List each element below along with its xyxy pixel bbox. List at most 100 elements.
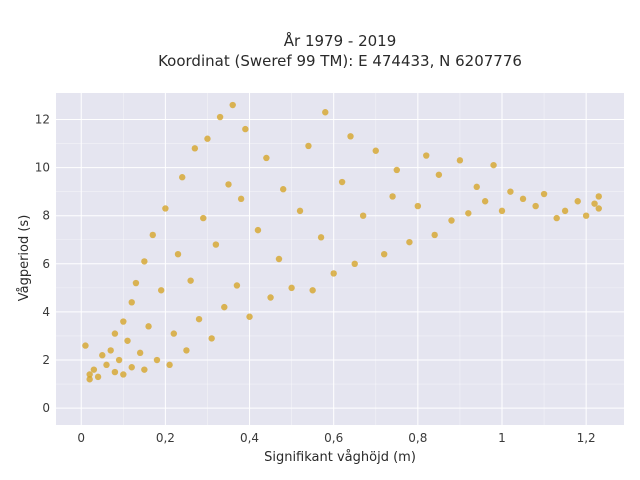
scatter-point [225, 181, 232, 188]
scatter-point [389, 193, 396, 200]
scatter-point [540, 190, 548, 198]
scatter-point [132, 279, 140, 287]
scatter-point [229, 101, 236, 109]
scatter-point [136, 349, 144, 357]
scatter-point [465, 210, 472, 217]
scatter-point [414, 202, 422, 210]
scatter-point [94, 373, 102, 381]
y-tick-label: 6 [42, 257, 50, 271]
scatter-point [347, 133, 354, 140]
scatter-point [372, 147, 379, 154]
y-tick-label: 8 [42, 209, 50, 223]
scatter-point [582, 212, 590, 219]
scatter-point [111, 330, 119, 337]
scatter-point [204, 135, 211, 142]
scatter-point [237, 195, 245, 203]
y-tick-label: 2 [42, 353, 50, 367]
scatter-point [338, 178, 346, 186]
x-axis-ticks: 0 0,2 0,4 0,6 0,8 1 1,2 [77, 431, 595, 445]
y-axis-title: Vågperiod (s) [17, 215, 32, 302]
plot-area [56, 93, 624, 425]
scatter-point [296, 207, 304, 215]
scatter-point [246, 313, 253, 320]
grid [56, 93, 624, 425]
x-tick-label: 1,2 [577, 431, 596, 445]
x-axis-title: Signifikant våghöjd (m) [264, 450, 416, 465]
scatter-point [532, 202, 539, 210]
scatter-point [82, 342, 89, 349]
scatter-point [187, 277, 194, 284]
scatter-point [120, 371, 127, 378]
scatter-point [595, 205, 602, 212]
scatter-point [322, 109, 329, 116]
y-tick-label: 0 [42, 401, 50, 415]
y-axis-ticks: 0 2 4 6 8 10 12 [35, 112, 50, 415]
scatter-point [115, 356, 123, 364]
scatter-point [242, 125, 249, 133]
scatter-point [507, 188, 514, 195]
scatter-point [179, 174, 186, 181]
y-tick-label: 12 [35, 112, 50, 126]
scatter-point [200, 214, 207, 222]
scatter-point [351, 260, 358, 268]
scatter-point [191, 145, 199, 152]
scatter-point [263, 154, 270, 162]
scatter-point [519, 195, 527, 203]
scatter-point [359, 212, 367, 219]
scatter-point [317, 234, 325, 241]
scatter-point [553, 214, 560, 222]
scatter-point [456, 157, 464, 164]
scatter-point [406, 238, 413, 246]
scatter-point [267, 294, 274, 301]
scatter-point [288, 284, 295, 292]
scatter-point [595, 193, 602, 200]
scatter-point [149, 231, 156, 239]
scatter-point [254, 226, 262, 234]
scatter-point [490, 161, 497, 169]
scatter-point [174, 250, 182, 258]
scatter-point [141, 258, 148, 265]
scatter-point [162, 205, 169, 212]
scatter-point [431, 231, 438, 239]
scatter-point [275, 255, 283, 263]
y-tick-label: 4 [42, 305, 50, 319]
scatter-point [380, 250, 388, 258]
scatter-point [170, 330, 178, 337]
x-tick-label: 1 [498, 431, 506, 445]
x-tick-label: 0,2 [156, 431, 175, 445]
x-tick-label: 0,4 [240, 431, 259, 445]
scatter-point [128, 299, 135, 306]
scatter-point [195, 315, 203, 323]
scatter-point [99, 352, 106, 359]
data-points [82, 101, 602, 383]
scatter-point [591, 200, 598, 207]
scatter-point [124, 337, 131, 344]
scatter-point [305, 142, 312, 150]
scatter-point [103, 361, 110, 369]
x-tick-label: 0,8 [408, 431, 427, 445]
scatter-point [473, 183, 480, 191]
scatter-point [423, 152, 430, 159]
x-tick-label: 0,6 [324, 431, 343, 445]
scatter-point [448, 217, 455, 224]
scatter-point [561, 207, 569, 215]
chart-title-line-1: År 1979 - 2019 [284, 31, 397, 50]
scatter-point [498, 207, 506, 215]
scatter-point [574, 198, 581, 205]
scatter-point [435, 171, 443, 178]
scatter-point [86, 376, 93, 383]
scatter-point [233, 282, 241, 289]
y-tick-label: 10 [35, 161, 50, 175]
scatter-point [166, 361, 173, 369]
scatter-point [107, 347, 114, 354]
scatter-point [280, 186, 287, 193]
scatter-point [90, 366, 98, 373]
scatter-point [141, 366, 148, 373]
scatter-point [481, 198, 489, 205]
scatter-point [145, 323, 152, 330]
scatter-point [86, 371, 93, 378]
scatter-point [153, 356, 161, 364]
scatter-point [212, 241, 220, 248]
